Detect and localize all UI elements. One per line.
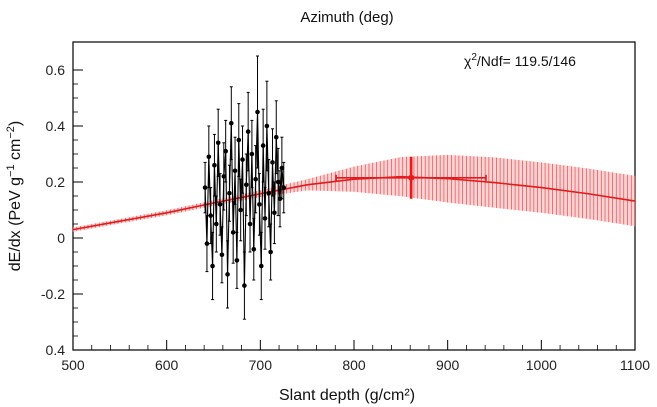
- data-connector: [206, 156, 210, 244]
- data-connector: [281, 167, 285, 188]
- data-point: [225, 272, 230, 277]
- y-tick-label: 0.6: [46, 62, 66, 78]
- data-connector: [253, 179, 257, 250]
- data-connector: [279, 167, 283, 199]
- y-title-end: ): [7, 121, 24, 126]
- x-tick-label: 500: [61, 357, 85, 373]
- y-title-mid: cm: [7, 139, 24, 165]
- data-points-layer: [202, 55, 287, 320]
- data-connector: [264, 125, 268, 219]
- data-connector: [275, 137, 279, 183]
- chi2-annotation: χ2/Ndf= 119.5/146: [464, 52, 576, 69]
- x-tick-label: 1000: [526, 357, 557, 373]
- data-connector: [266, 125, 270, 194]
- x-tick-label: 600: [155, 357, 179, 373]
- xmax-point: [408, 174, 415, 181]
- data-connector: [227, 193, 230, 275]
- y-tick-label: 0.2: [46, 174, 66, 190]
- data-connector: [217, 142, 221, 205]
- data-connector: [221, 176, 225, 255]
- data-connector: [247, 131, 251, 225]
- data-connector: [236, 139, 240, 261]
- y-tick-label: 0: [57, 230, 65, 246]
- fit-curve: [72, 175, 636, 231]
- x-tick-label: 1100: [620, 357, 650, 373]
- data-connector: [238, 139, 242, 211]
- top-axis-title: Azimuth (deg): [300, 9, 393, 26]
- data-connector: [251, 153, 255, 250]
- data-connector: [212, 165, 215, 267]
- data-connector: [270, 162, 274, 253]
- y-title-sup2: −2: [5, 126, 17, 139]
- data-connector: [273, 137, 277, 213]
- data-connector: [241, 159, 245, 286]
- x-axis-title: Slant depth (g/cm²): [279, 387, 415, 404]
- y-tick-label: 0.4: [46, 342, 66, 358]
- chi-symbol: χ: [464, 53, 472, 69]
- fit-band-fill: [73, 154, 635, 232]
- xmax-marker-layer: [335, 156, 487, 199]
- y-tick-label: 0.4: [46, 118, 66, 134]
- fit-uncertainty-band: [72, 154, 636, 232]
- x-tick-label: 900: [436, 357, 460, 373]
- y-title-main: dE/dx (PeV g: [7, 177, 24, 271]
- x-tick-label: 800: [342, 357, 366, 373]
- data-connector: [208, 156, 212, 216]
- data-point: [242, 283, 247, 288]
- data-point: [234, 258, 240, 263]
- y-tick-label: -0.2: [41, 286, 65, 302]
- data-connector: [230, 123, 234, 233]
- y-axis-title: dE/dx (PeV g−1 cm−2): [5, 121, 24, 271]
- data-connector: [256, 111, 260, 205]
- x-tick-label: 700: [249, 357, 273, 373]
- data-connector: [215, 142, 219, 225]
- data-connector: [225, 151, 229, 275]
- data-connector: [262, 145, 266, 219]
- data-connector: [260, 145, 264, 267]
- data-connector: [243, 184, 247, 286]
- axis-ticks: 500 600 700 800 900 1000 1100 0.4 -0.2 0 0.2 0.4 0.6: [41, 62, 650, 373]
- chi-value: /Ndf= 119.5/146: [477, 53, 576, 69]
- fit-curve-layer: [72, 175, 636, 231]
- chi-superscript: 2: [471, 52, 477, 63]
- y-title-sup1: −1: [5, 164, 17, 177]
